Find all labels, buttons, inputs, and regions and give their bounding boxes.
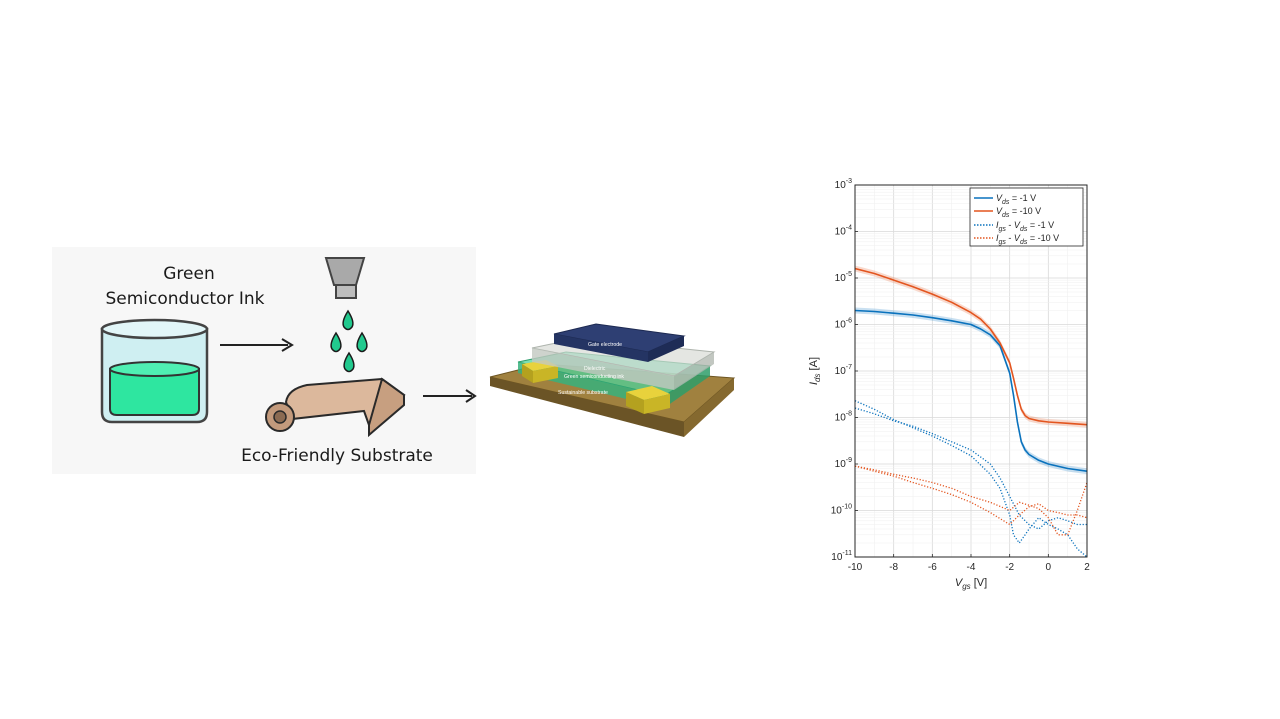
y-tick-label: 10-6 xyxy=(835,318,852,331)
chart-lines xyxy=(855,267,1087,557)
series-line-2 xyxy=(855,400,1087,557)
layer-label-semiconductor: Green semiconducting ink xyxy=(564,374,624,380)
chart-ticks: -10 -8 -6 -4 -2 0 2 10-3 10-4 10-5 10-6 10-7 10-8 10-… xyxy=(831,178,1090,573)
y-tick-label: 10-5 xyxy=(835,271,852,284)
y-tick-label: 10-8 xyxy=(835,411,852,424)
layer-label-substrate: Sustainable substrate xyxy=(558,390,608,396)
process-illustration xyxy=(100,257,406,438)
x-tick-label: -6 xyxy=(928,562,937,573)
ink-drops-icon xyxy=(330,309,368,373)
y-tick-label: 10-3 xyxy=(835,178,852,191)
legend-label-igs10: Igs - Vds = -10 V xyxy=(996,233,1059,246)
x-tick-label: -2 xyxy=(1005,562,1014,573)
arrow-right-icon xyxy=(423,389,477,403)
x-tick-label: -10 xyxy=(848,562,863,573)
legend-label-vds10: Vds = -10 V xyxy=(996,206,1041,219)
y-tick-label: 10-11 xyxy=(831,550,852,563)
ink-label-line1: Green xyxy=(163,264,215,284)
series-line-3 xyxy=(855,407,1087,530)
beaker-icon xyxy=(100,318,209,424)
y-tick-label: 10-9 xyxy=(835,457,852,470)
x-axis-label: Vgs [V] xyxy=(955,577,987,591)
arrow-right-icon xyxy=(220,338,294,352)
series-line-0 xyxy=(855,309,1087,472)
chart-canvas: -10 -8 -6 -4 -2 0 2 10-3 10-4 10-5 10-6 10-7 10-8 10-… xyxy=(808,178,1090,591)
y-tick-label: 10-7 xyxy=(835,364,852,377)
x-tick-label: -8 xyxy=(889,562,898,573)
series-line-1 xyxy=(855,267,1087,426)
y-tick-label: 10-4 xyxy=(835,225,852,238)
legend-label-vds1: Vds = -1 V xyxy=(996,193,1036,206)
x-tick-label: 2 xyxy=(1084,562,1090,573)
substrate-roll-icon xyxy=(265,377,406,438)
transfer-curve-chart: -10 -8 -6 -4 -2 0 2 10-3 10-4 10-5 10-6 10-7 10-8 10-… xyxy=(790,170,1110,600)
legend-label-igs1: Igs - Vds = -1 V xyxy=(996,220,1054,233)
process-panel: Green Semiconductor Ink Eco-Friendly Sub… xyxy=(52,247,476,474)
substrate-label: Eco-Friendly Substrate xyxy=(241,446,433,466)
ink-label-line2: Semiconductor Ink xyxy=(105,289,265,309)
y-tick-label: 10-10 xyxy=(831,504,852,517)
device-stack-diagram: Gate electrode Dielectric Green semicond… xyxy=(489,323,736,437)
y-axis-label: Ids [A] xyxy=(808,357,822,385)
layer-label-dielectric: Dielectric xyxy=(584,366,606,372)
layer-label-gate: Gate electrode xyxy=(588,342,622,348)
chart-legend: Vds = -1 V Vds = -10 V Igs - Vds = -1 V … xyxy=(969,187,1084,247)
nozzle-icon xyxy=(324,257,366,299)
x-tick-label: 0 xyxy=(1046,562,1052,573)
x-tick-label: -4 xyxy=(967,562,976,573)
